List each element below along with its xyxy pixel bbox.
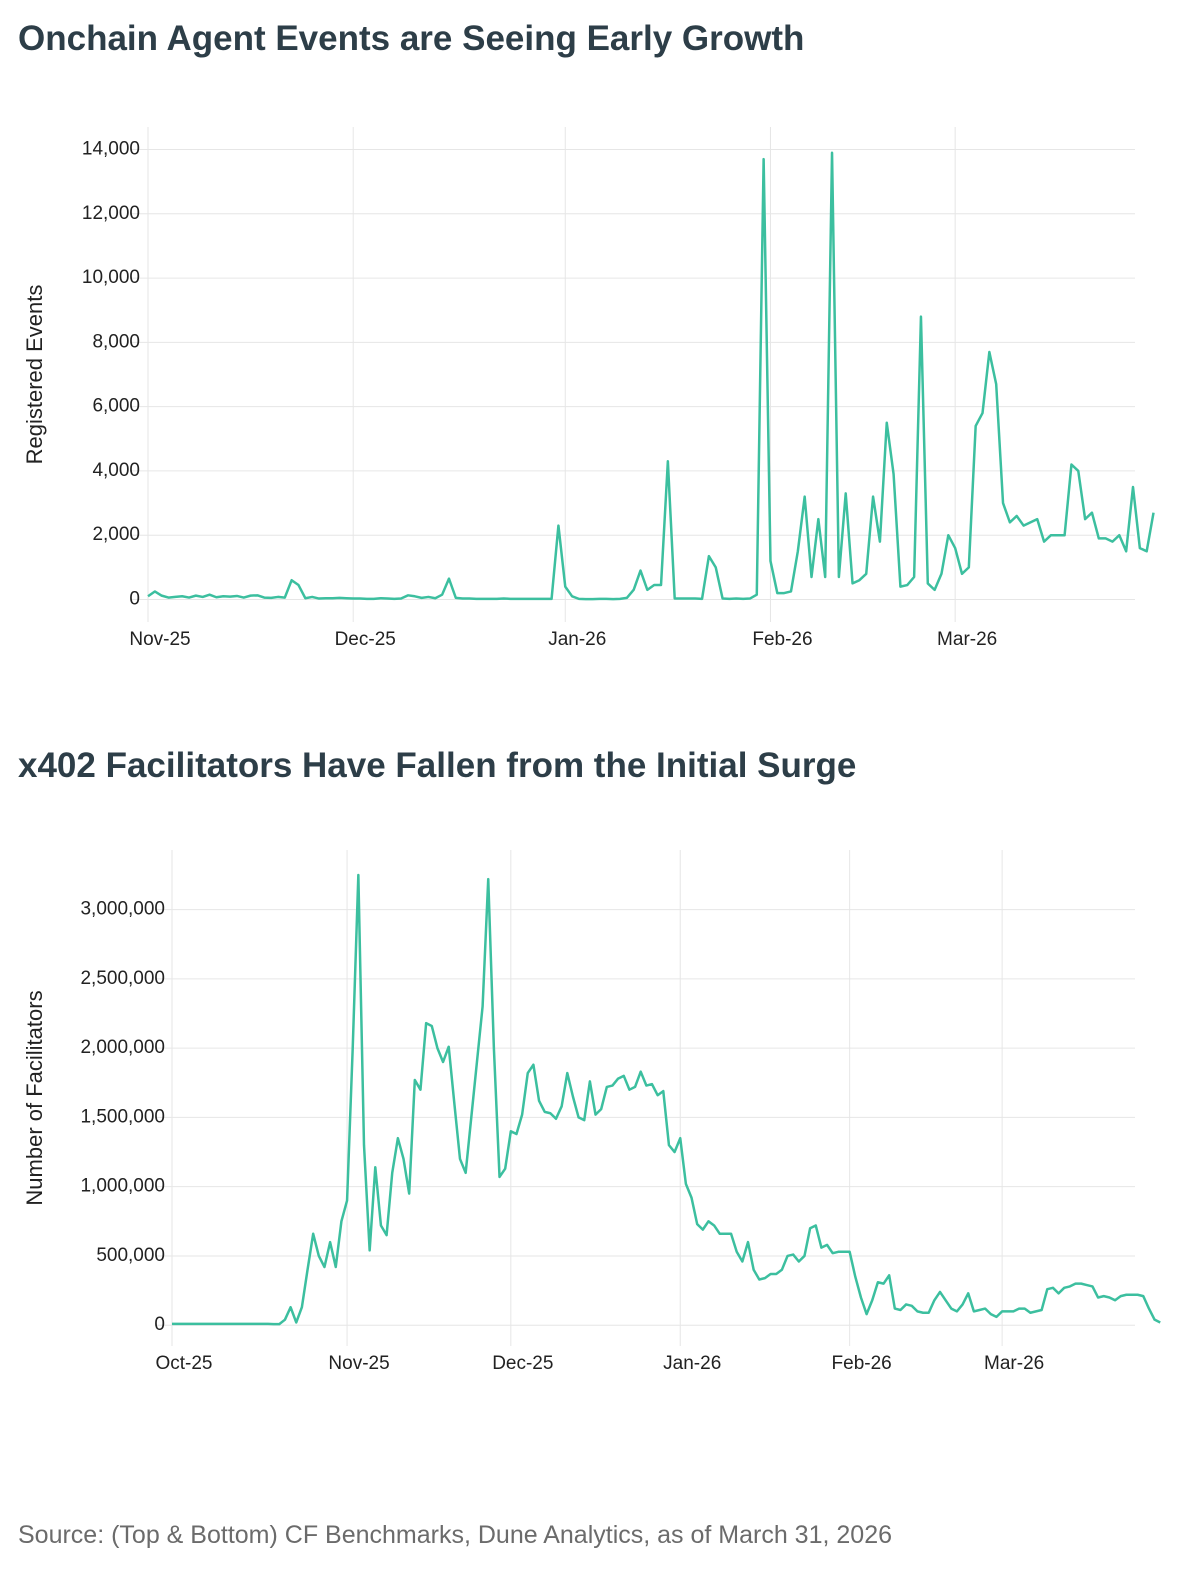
y-tick-label: 0 [129, 589, 140, 610]
y-tick-label: 1,500,000 [80, 1106, 165, 1127]
x-tick-label: Feb-26 [752, 629, 812, 650]
x-tick-label: Feb-26 [832, 1353, 892, 1374]
y-tick-label: 14,000 [82, 139, 140, 160]
y-tick-label: 12,000 [82, 203, 140, 224]
y-tick-label: 10,000 [82, 267, 140, 288]
x-tick-label: Oct-25 [155, 1353, 212, 1374]
x-tick-label: Nov-25 [328, 1353, 389, 1374]
chart-title: x402 Facilitators Have Fallen from the I… [18, 746, 856, 785]
y-tick-label: 6,000 [92, 396, 140, 417]
data-line [172, 873, 1161, 1326]
y-tick-label: 2,000,000 [80, 1037, 165, 1058]
source-note: Source: (Top & Bottom) CF Benchmarks, Du… [18, 1521, 892, 1549]
y-tick-label: 0 [154, 1314, 165, 1335]
data-line [147, 151, 1155, 601]
y-tick-label: 2,000 [92, 524, 140, 545]
x-tick-label: Jan-26 [663, 1353, 721, 1374]
chart-title: Onchain Agent Events are Seeing Early Gr… [18, 19, 804, 58]
x-tick-label: Mar-26 [984, 1353, 1044, 1374]
y-tick-label: 2,500,000 [80, 968, 165, 989]
y-axis-label: Registered Events [22, 285, 47, 465]
y-axis-label: Number of Facilitators [22, 990, 47, 1205]
y-tick-label: 3,000,000 [80, 899, 165, 920]
x-tick-label: Jan-26 [548, 629, 606, 650]
x-tick-label: Dec-25 [335, 629, 396, 650]
x-tick-label: Mar-26 [937, 629, 997, 650]
y-tick-label: 1,000,000 [80, 1176, 165, 1197]
x-tick-label: Nov-25 [129, 629, 190, 650]
x-tick-label: Dec-25 [492, 1353, 553, 1374]
y-tick-label: 8,000 [92, 331, 140, 352]
y-tick-label: 500,000 [96, 1245, 165, 1266]
y-tick-label: 4,000 [92, 460, 140, 481]
